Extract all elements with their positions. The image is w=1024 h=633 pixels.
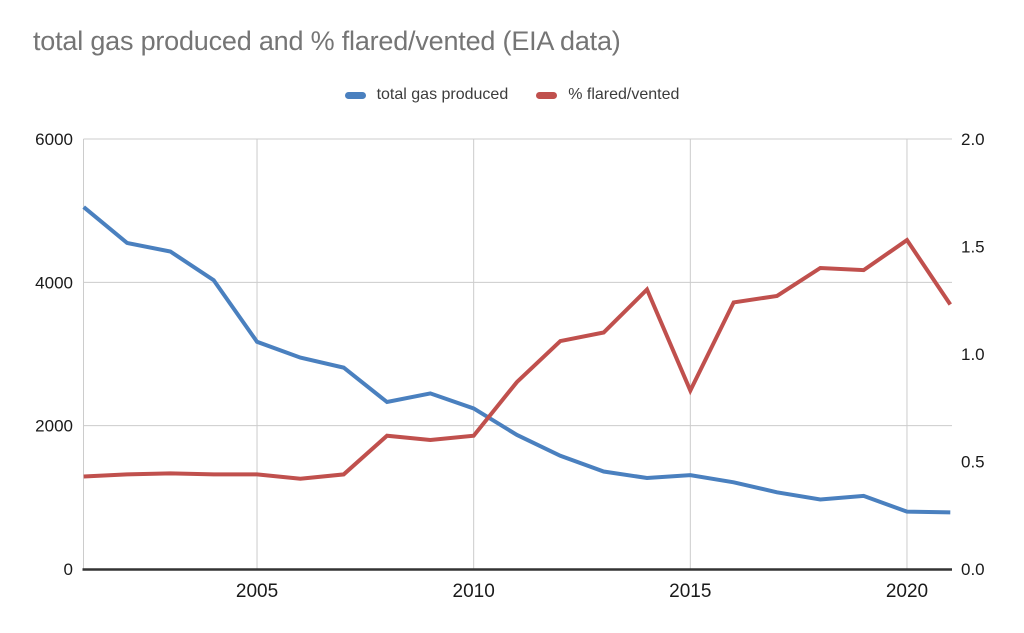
legend-item-flared-vented: % flared/vented xyxy=(536,86,679,104)
right-axis-tick-label: 0.0 xyxy=(961,560,985,579)
right-axis-tick-label: 1.0 xyxy=(961,345,985,364)
legend: total gas produced % flared/vented xyxy=(0,86,1024,104)
x-axis-tick-label: 2020 xyxy=(886,581,928,602)
left-axis-tick-label: 2000 xyxy=(35,417,73,436)
legend-swatch-red-icon xyxy=(536,91,558,99)
legend-label: total gas produced xyxy=(376,86,509,103)
series-line-total-gas-produced xyxy=(82,205,951,515)
right-axis-tick-label: 1.5 xyxy=(961,238,985,257)
right-axis-tick-label: 0.5 xyxy=(961,453,985,472)
legend-label: % flared/vented xyxy=(568,86,680,103)
x-axis-tick-label: 2010 xyxy=(453,581,495,602)
series-line--flared-vented xyxy=(83,237,952,481)
chart-title: total gas produced and % flared/vented (… xyxy=(33,26,621,56)
x-axis-tick-label: 2005 xyxy=(236,581,278,602)
legend-item-total-gas-produced: total gas produced xyxy=(344,86,509,104)
left-axis-tick-label: 4000 xyxy=(35,273,73,292)
legend-swatch-blue-icon xyxy=(344,91,366,99)
left-axis-tick-label: 0 xyxy=(64,560,73,579)
left-axis-tick-label: 6000 xyxy=(35,130,73,149)
right-axis-tick-label: 2.0 xyxy=(961,130,985,149)
x-axis-tick-label: 2015 xyxy=(669,581,711,602)
